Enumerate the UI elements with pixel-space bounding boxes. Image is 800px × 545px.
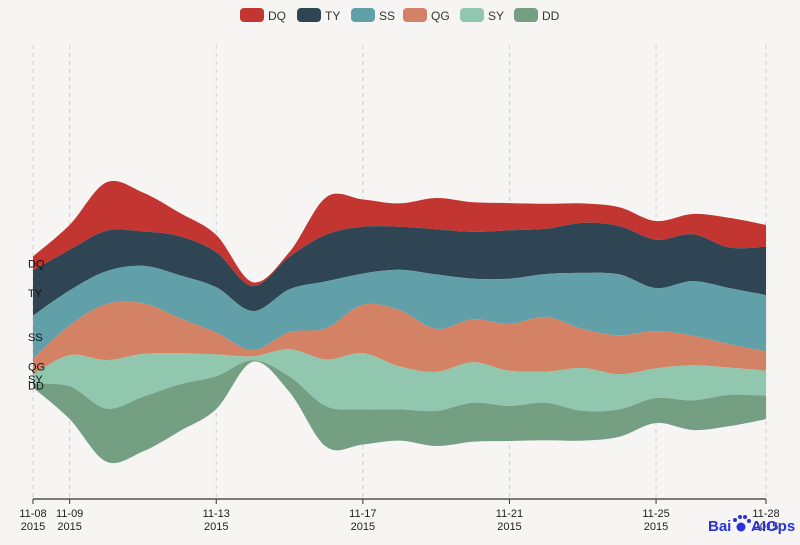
x-tick-label-3: 11-17 — [349, 508, 376, 520]
x-axis: 11-08201511-09201511-13201511-17201511-2… — [19, 498, 780, 533]
legend-item-qg[interactable]: QG — [403, 8, 450, 23]
legend-label: DD — [542, 9, 560, 23]
legend-swatch — [297, 8, 321, 22]
x-tick-year-4: 2015 — [497, 521, 521, 533]
x-tick-label-5: 11-25 — [642, 508, 669, 520]
x-tick-year-6: 2015 — [754, 521, 778, 533]
x-tick-year-5: 2015 — [644, 521, 668, 533]
side-label-dd: DD — [28, 381, 44, 393]
x-tick-label-1: 11-09 — [56, 508, 83, 520]
legend-item-dq[interactable]: DQ — [240, 8, 286, 23]
x-tick-label-2: 11-13 — [203, 508, 230, 520]
paw-icon — [733, 515, 751, 532]
legend-swatch — [351, 8, 375, 22]
side-label-dq: DQ — [28, 259, 45, 271]
watermark-text-aiops: AIOps — [751, 518, 795, 535]
x-tick-label-4: 11-21 — [496, 508, 523, 520]
watermark-text-bai: Bai — [708, 518, 731, 535]
legend-swatch — [460, 8, 484, 22]
legend-item-dd[interactable]: DD — [514, 8, 560, 23]
legend-swatch — [514, 8, 538, 22]
side-label-sy: SY — [28, 374, 43, 386]
legend-label: SS — [379, 9, 395, 23]
x-tick-label-6: 11-28 — [752, 508, 779, 520]
legend-label: QG — [431, 9, 450, 23]
legend-swatch — [240, 8, 264, 22]
stream-qg — [33, 301, 766, 375]
stream-sy — [33, 349, 766, 412]
side-label-qg: QG — [28, 361, 45, 373]
legend-label: SY — [488, 9, 504, 23]
x-tick-year-1: 2015 — [57, 521, 81, 533]
stream-ss — [33, 265, 766, 359]
side-label-ss: SS — [28, 332, 43, 344]
watermark: Bai AIOps — [708, 515, 795, 535]
legend-item-ty[interactable]: TY — [297, 8, 340, 23]
legend-label: DQ — [268, 9, 286, 23]
x-tick-label-0: 11-08 — [19, 508, 46, 520]
legend-label: TY — [325, 9, 340, 23]
legend-item-ss[interactable]: SS — [351, 8, 395, 23]
stream-dq — [33, 180, 766, 287]
legend-swatch — [403, 8, 427, 22]
legend: DQ TY SS QG SY DD — [240, 8, 560, 23]
legend-item-sy[interactable]: SY — [460, 8, 504, 23]
stream-ty — [33, 222, 766, 316]
side-label-ty: TY — [28, 288, 43, 300]
stream-dd — [33, 360, 766, 464]
x-tick-year-0: 2015 — [21, 521, 45, 533]
stream-layers — [33, 180, 766, 464]
x-tick-year-2: 2015 — [204, 521, 228, 533]
x-tick-year-3: 2015 — [351, 521, 375, 533]
